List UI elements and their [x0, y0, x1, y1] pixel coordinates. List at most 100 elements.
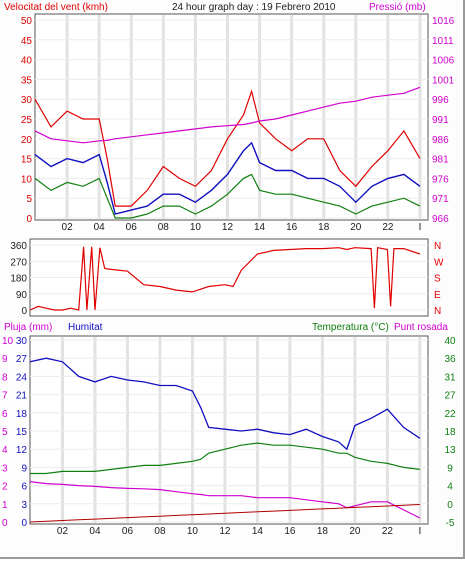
wind-y-tick-label: 50 — [21, 16, 33, 27]
temp-x-tick-label: 20 — [349, 526, 361, 537]
humidity-y-tick-label: 27 — [16, 354, 28, 365]
wind-y-tick-label: 30 — [21, 95, 33, 106]
pressure-y-tick-label: 1011 — [432, 36, 454, 47]
pressure-y-tick-label: 1016 — [432, 16, 455, 27]
temp-x-tick-label: 14 — [252, 526, 264, 537]
wind-y-tick-label: 10 — [21, 174, 33, 185]
wind-x-tick-label: 08 — [158, 222, 170, 233]
dewpoint-axis-title: Punt rosada — [394, 322, 448, 333]
rain-y-tick-label: 9 — [2, 354, 8, 365]
direction-y-tick-label: 90 — [16, 290, 28, 301]
wind-y-tick-label: 35 — [21, 75, 33, 86]
wind-y-tick-label: 0 — [26, 214, 32, 225]
humidity-y-tick-label: 18 — [16, 409, 28, 420]
rain-y-tick-label: 2 — [2, 482, 8, 493]
wind-x-tick-label: 04 — [94, 222, 106, 233]
wind-x-tick-label: 12 — [222, 222, 234, 233]
humidity-y-tick-label: 6 — [21, 482, 27, 493]
temp-y-tick-label: 36 — [444, 354, 456, 365]
temp-x-tick-label: 12 — [219, 526, 231, 537]
compass-label: S — [434, 274, 441, 285]
temperature-axis-title: Temperatura (°C) — [312, 322, 389, 333]
temp-x-tick-label: 08 — [154, 526, 166, 537]
rain-line — [29, 504, 420, 523]
wind-axis-title: Velocitat del vent (kmh) — [4, 2, 108, 13]
pressure-y-tick-label: 986 — [432, 135, 449, 146]
wind-x-tick-label: 14 — [254, 222, 266, 233]
temp-y-tick-label: -5 — [446, 518, 455, 529]
humidity-y-tick-label: 24 — [16, 372, 28, 383]
wind-direction-line — [29, 246, 421, 311]
rain-y-tick-label: 8 — [2, 372, 8, 383]
pressure-axis-title: Pressió (mb) — [369, 2, 426, 13]
rain-y-tick-label: 6 — [2, 409, 8, 420]
temp-y-tick-label: 40 — [444, 336, 456, 347]
pressure-y-tick-label: 996 — [432, 95, 449, 106]
wind-x-tick-label: 10 — [190, 222, 202, 233]
rain-axis-title: Pluja (mm) — [4, 322, 52, 333]
wind-avg-line — [34, 141, 421, 215]
temp-y-tick-label: 13 — [444, 445, 456, 456]
temp-x-tick-label: 06 — [122, 526, 134, 537]
temp-y-tick-label: 22 — [444, 409, 456, 420]
wind-x-tick-label: 02 — [62, 222, 74, 233]
compass-label: E — [434, 290, 441, 301]
humidity-y-tick-label: 15 — [16, 427, 28, 438]
pressure-y-tick-label: 976 — [432, 174, 449, 185]
dewpoint-line — [29, 481, 421, 519]
rain-y-tick-label: 5 — [2, 427, 8, 438]
wind-x-tick-label: 20 — [350, 222, 362, 233]
rain-y-tick-label: 1 — [2, 500, 8, 511]
pressure-y-tick-label: 966 — [432, 214, 449, 225]
temp-y-tick-label: 27 — [444, 391, 456, 402]
direction-y-tick-label: 360 — [10, 241, 27, 252]
humidity-line — [29, 357, 421, 451]
direction-y-tick-label: 180 — [10, 274, 27, 285]
wind-y-tick-label: 25 — [21, 115, 33, 126]
wind-x-tick-label: 06 — [126, 222, 138, 233]
temp-x-tick-label: 22 — [382, 526, 394, 537]
humidity-y-tick-label: 9 — [21, 463, 27, 474]
direction-y-tick-label: 270 — [10, 257, 27, 268]
humidity-y-tick-label: 12 — [16, 445, 28, 456]
humidity-axis-title: Humitat — [68, 322, 103, 333]
temp-y-tick-label: 4 — [447, 482, 453, 493]
wind-x-tick-label: I — [419, 222, 422, 233]
chart-title: 24 hour graph day : 19 Febrero 2010 — [172, 2, 336, 13]
wind-y-tick-label: 45 — [21, 36, 33, 47]
wind-x-tick-label: 18 — [318, 222, 330, 233]
wind-y-tick-label: 15 — [21, 155, 33, 166]
compass-label: W — [434, 257, 444, 268]
temp-x-tick-label: 02 — [57, 526, 69, 537]
temp-x-tick-label: I — [418, 526, 421, 537]
temp-y-tick-label: 18 — [444, 427, 456, 438]
rain-y-tick-label: 4 — [2, 445, 8, 456]
temperature-line — [30, 442, 420, 475]
wind-x-tick-label: 22 — [382, 222, 394, 233]
pressure-y-tick-label: 971 — [432, 194, 449, 205]
pressure-y-tick-label: 991 — [432, 115, 449, 126]
wind-min-line — [34, 173, 421, 219]
rain-y-tick-label: 0 — [2, 518, 8, 529]
temp-x-tick-label: 04 — [89, 526, 101, 537]
pressure-line — [34, 86, 421, 144]
compass-label: N — [434, 306, 441, 317]
wind-y-tick-label: 20 — [21, 135, 33, 146]
rain-y-tick-label: 7 — [2, 391, 8, 402]
pressure-y-tick-label: 1006 — [432, 56, 455, 67]
compass-label: N — [434, 241, 441, 252]
direction-y-tick-label: 0 — [21, 306, 27, 317]
pressure-y-tick-label: 981 — [432, 155, 449, 166]
rain-y-tick-label: 10 — [2, 336, 14, 347]
pressure-y-tick-label: 1001 — [432, 75, 455, 86]
temp-y-tick-label: 0 — [447, 500, 453, 511]
humidity-y-tick-label: 21 — [16, 391, 28, 402]
rain-y-tick-label: 3 — [2, 463, 8, 474]
humidity-y-tick-label: 30 — [16, 336, 28, 347]
humidity-y-tick-label: 3 — [21, 500, 27, 511]
temp-x-tick-label: 10 — [187, 526, 199, 537]
wind-x-tick-label: 16 — [286, 222, 298, 233]
wind-y-tick-label: 5 — [26, 194, 32, 205]
